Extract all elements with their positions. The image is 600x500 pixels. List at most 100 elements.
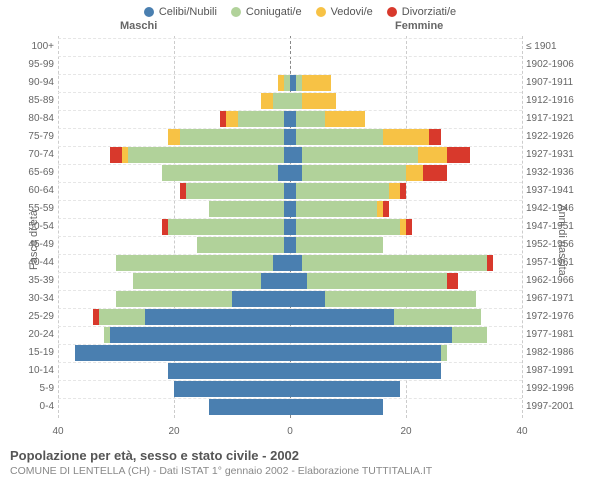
- x-axis: 402002040: [58, 426, 522, 440]
- bar-female: [290, 237, 522, 253]
- pyramid-row: 70-741927-1931: [58, 146, 522, 164]
- pyramid-row: 50-541947-1951: [58, 218, 522, 236]
- age-label: 45-49: [18, 239, 54, 250]
- x-tick-label: 0: [287, 426, 293, 437]
- segment-con: [296, 201, 377, 217]
- segment-con: [302, 165, 406, 181]
- bar-female: [290, 381, 522, 397]
- segment-con: [296, 237, 383, 253]
- age-label: 60-64: [18, 185, 54, 196]
- age-label: 35-39: [18, 275, 54, 286]
- pyramid-row: 75-791922-1926: [58, 128, 522, 146]
- legend: Celibi/NubiliConiugati/eVedovi/eDivorzia…: [0, 0, 600, 20]
- segment-cel: [290, 345, 441, 361]
- segment-con: [325, 291, 476, 307]
- age-label: 20-24: [18, 329, 54, 340]
- bar-male: [58, 201, 290, 217]
- bar-male: [58, 255, 290, 271]
- age-label: 30-34: [18, 293, 54, 304]
- age-label: 70-74: [18, 149, 54, 160]
- birth-year-label: 1997-2001: [526, 401, 596, 412]
- segment-con: [296, 219, 400, 235]
- pyramid-row: 5-91992-1996: [58, 380, 522, 398]
- footer: Popolazione per età, sesso e stato civil…: [0, 444, 600, 477]
- birth-year-label: 1992-1996: [526, 383, 596, 394]
- segment-ved: [302, 93, 337, 109]
- pyramid-row: 15-191982-1986: [58, 344, 522, 362]
- segment-div: [429, 129, 441, 145]
- bar-female: [290, 57, 522, 73]
- birth-year-label: 1957-1961: [526, 257, 596, 268]
- bar-female: [290, 39, 522, 55]
- bar-male: [58, 327, 290, 343]
- segment-ved: [383, 129, 429, 145]
- legend-swatch: [387, 7, 397, 17]
- segment-cel: [261, 273, 290, 289]
- age-label: 85-89: [18, 95, 54, 106]
- bar-male: [58, 111, 290, 127]
- legend-label: Vedovi/e: [331, 6, 373, 18]
- segment-cel: [168, 363, 290, 379]
- segment-con: [307, 273, 446, 289]
- bar-female: [290, 399, 522, 415]
- segment-con: [128, 147, 285, 163]
- segment-con: [162, 165, 278, 181]
- segment-con: [296, 183, 389, 199]
- x-tick-label: 40: [52, 426, 63, 437]
- segment-cel: [290, 381, 400, 397]
- x-tick-label: 40: [516, 426, 527, 437]
- chart-subtitle: COMUNE DI LENTELLA (CH) - Dati ISTAT 1° …: [10, 465, 590, 477]
- bar-female: [290, 291, 522, 307]
- age-label: 75-79: [18, 131, 54, 142]
- segment-con: [296, 129, 383, 145]
- segment-con: [273, 93, 290, 109]
- birth-year-label: 1907-1911: [526, 77, 596, 88]
- pyramid-row: 85-891912-1916: [58, 92, 522, 110]
- segment-con: [441, 345, 447, 361]
- pyramid-row: 80-841917-1921: [58, 110, 522, 128]
- segment-con: [116, 291, 232, 307]
- age-label: 80-84: [18, 113, 54, 124]
- gridline-v: [522, 36, 523, 418]
- pyramid-row: 55-591942-1946: [58, 200, 522, 218]
- segment-cel: [290, 327, 452, 343]
- birth-year-label: 1982-1986: [526, 347, 596, 358]
- birth-year-label: 1952-1956: [526, 239, 596, 250]
- segment-cel: [278, 165, 290, 181]
- pyramid-row: 40-441957-1961: [58, 254, 522, 272]
- bar-male: [58, 309, 290, 325]
- segment-cel: [290, 291, 325, 307]
- segment-con: [238, 111, 284, 127]
- segment-con: [180, 129, 284, 145]
- plot: 100+≤ 190195-991902-190690-941907-191185…: [58, 36, 522, 418]
- birth-year-label: 1942-1946: [526, 203, 596, 214]
- birth-year-label: 1912-1916: [526, 95, 596, 106]
- legend-label: Divorziati/e: [402, 6, 456, 18]
- birth-year-label: 1977-1981: [526, 329, 596, 340]
- segment-div: [400, 183, 406, 199]
- segment-div: [110, 147, 122, 163]
- segment-cel: [290, 309, 394, 325]
- pyramid-row: 65-691932-1936: [58, 164, 522, 182]
- bar-male: [58, 75, 290, 91]
- age-label: 55-59: [18, 203, 54, 214]
- bar-female: [290, 255, 522, 271]
- x-tick-label: 20: [400, 426, 411, 437]
- bar-female: [290, 183, 522, 199]
- bar-male: [58, 291, 290, 307]
- x-tick-label: 20: [168, 426, 179, 437]
- birth-year-label: 1962-1966: [526, 275, 596, 286]
- birth-year-label: 1932-1936: [526, 167, 596, 178]
- age-label: 65-69: [18, 167, 54, 178]
- pyramid-row: 90-941907-1911: [58, 74, 522, 92]
- segment-con: [302, 147, 418, 163]
- legend-swatch: [231, 7, 241, 17]
- age-label: 40-44: [18, 257, 54, 268]
- age-label: 50-54: [18, 221, 54, 232]
- birth-year-label: 1972-1976: [526, 311, 596, 322]
- pyramid-row: 95-991902-1906: [58, 56, 522, 74]
- pyramid-row: 0-41997-2001: [58, 398, 522, 416]
- segment-con: [452, 327, 487, 343]
- age-label: 25-29: [18, 311, 54, 322]
- age-label: 90-94: [18, 77, 54, 88]
